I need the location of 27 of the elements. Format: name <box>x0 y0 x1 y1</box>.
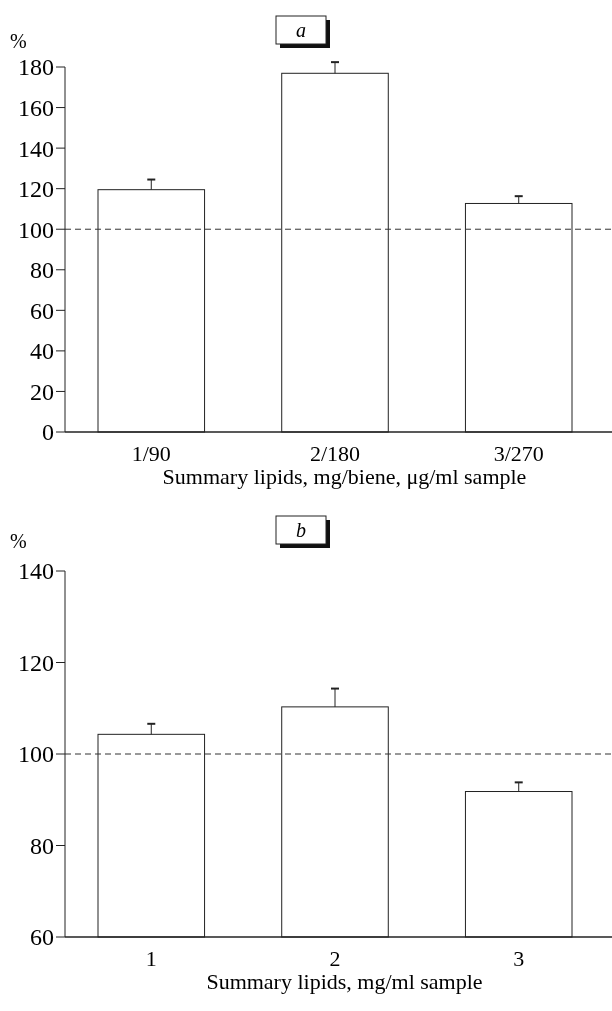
y-tick-label: 100 <box>18 216 54 243</box>
y-tick-label: 180 <box>18 54 54 81</box>
y-axis-title: % <box>10 530 27 552</box>
y-tick-label: 140 <box>18 558 54 585</box>
x-tick-label: 3 <box>513 946 525 971</box>
y-tick-label: 80 <box>30 257 54 284</box>
x-tick-label: 1 <box>145 946 157 971</box>
y-tick-label: 0 <box>42 419 54 446</box>
y-tick-label: 100 <box>18 741 54 768</box>
y-tick-label: 80 <box>30 832 54 859</box>
x-tick-label: 2 <box>329 946 341 971</box>
y-tick-label: 120 <box>18 176 54 203</box>
y-tick-label: 20 <box>30 378 54 405</box>
y-tick-label: 60 <box>30 297 54 324</box>
chart-title: b <box>296 519 306 541</box>
x-tick-label: 2/180 <box>309 441 361 466</box>
x-axis-title: Summary lipids, mg/ml sample <box>206 969 483 994</box>
y-tick-label: 60 <box>30 924 54 951</box>
x-axis-title: Summary lipids, mg/biene, μg/ml sample <box>162 464 527 489</box>
y-tick-label: 160 <box>18 94 54 121</box>
chart-title: a <box>296 19 306 41</box>
x-tick-label: 3/270 <box>493 441 544 466</box>
y-tick-label: 140 <box>18 135 54 162</box>
y-tick-label: 40 <box>30 338 54 365</box>
y-tick-label: 120 <box>18 649 54 676</box>
y-axis-title: % <box>10 30 27 52</box>
x-tick-label: 1/90 <box>131 441 171 466</box>
